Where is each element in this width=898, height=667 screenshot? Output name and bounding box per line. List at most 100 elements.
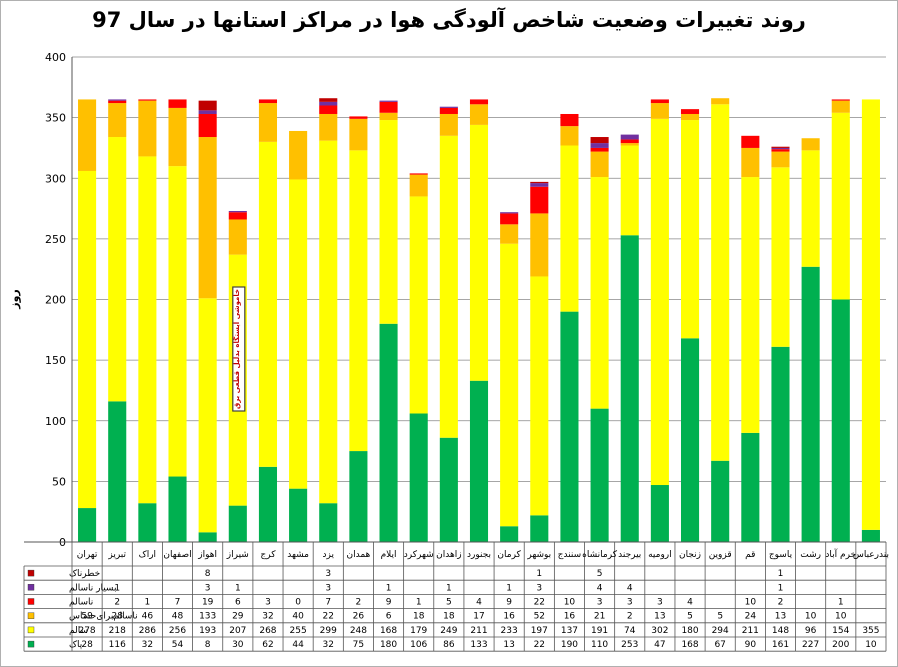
table-cell: 46 bbox=[142, 612, 154, 622]
table-cell: 21 bbox=[594, 612, 605, 622]
table-cell: 2 bbox=[114, 598, 120, 608]
bar-segment bbox=[349, 118, 368, 151]
bar-segment bbox=[319, 140, 338, 504]
bar-segment bbox=[469, 124, 489, 381]
bar-segment bbox=[198, 113, 217, 138]
table-cell: 168 bbox=[380, 626, 397, 636]
table-cell: 161 bbox=[772, 640, 789, 650]
table-cell: 44 bbox=[292, 640, 304, 650]
legend-key bbox=[27, 640, 35, 648]
bar-segment bbox=[500, 213, 519, 225]
bar-segment bbox=[680, 120, 700, 339]
bar-segment bbox=[379, 323, 398, 542]
bar-segment bbox=[530, 276, 549, 516]
annotation-box bbox=[232, 286, 246, 412]
category-label: زنجان bbox=[679, 550, 701, 560]
table-cell: 13 bbox=[503, 640, 514, 650]
table-cell: 3 bbox=[597, 598, 603, 608]
bar-segment bbox=[590, 137, 609, 144]
table-cell: 302 bbox=[651, 626, 668, 636]
bar-segment bbox=[560, 145, 579, 312]
table-cell: 249 bbox=[440, 626, 457, 636]
bar-segment bbox=[198, 137, 217, 299]
chart-title: روند تغییرات وضعیت شاخص آلودگی هوا در مر… bbox=[92, 8, 806, 32]
y-tick-label: 50 bbox=[52, 475, 66, 488]
bar-segment bbox=[861, 529, 880, 542]
bar-segment bbox=[78, 99, 97, 171]
table-cell: 17 bbox=[473, 612, 484, 622]
bar-segment bbox=[439, 437, 458, 542]
table-cell: 299 bbox=[320, 626, 337, 636]
table-cell: 5 bbox=[717, 612, 723, 622]
table-cell: 3 bbox=[627, 598, 633, 608]
bar-segment bbox=[650, 103, 669, 119]
bar-segment bbox=[138, 503, 157, 542]
category-label: بوشهر bbox=[526, 550, 551, 560]
bar-segment bbox=[198, 110, 217, 114]
table-cell: 116 bbox=[109, 640, 126, 650]
bar-segment bbox=[530, 181, 549, 184]
bar-segment bbox=[620, 235, 639, 543]
category-label: ارومیه bbox=[648, 550, 672, 560]
bar-segment bbox=[319, 105, 338, 114]
bar-segment bbox=[138, 156, 157, 504]
y-tick-label: 300 bbox=[45, 172, 66, 185]
table-cell: 179 bbox=[410, 626, 427, 636]
table-cell: 3 bbox=[325, 569, 331, 579]
bar-segment bbox=[349, 451, 368, 542]
table-cell: 211 bbox=[742, 626, 759, 636]
bar-segment bbox=[319, 113, 338, 141]
table-cell: 29 bbox=[232, 612, 244, 622]
table-cell: 16 bbox=[564, 612, 576, 622]
table-cell: 3 bbox=[325, 583, 331, 593]
legend-label: ناسالم bbox=[69, 598, 93, 608]
bar-segment bbox=[289, 130, 308, 180]
table-cell: 110 bbox=[591, 640, 608, 650]
bar-segment bbox=[168, 166, 187, 477]
table-cell: 148 bbox=[772, 626, 789, 636]
bar-segment bbox=[108, 137, 127, 402]
table-cell: 32 bbox=[142, 640, 153, 650]
table-cell: 4 bbox=[476, 598, 482, 608]
table-cell: 2 bbox=[627, 612, 633, 622]
table-cell: 233 bbox=[501, 626, 518, 636]
table-cell: 255 bbox=[290, 626, 307, 636]
bar-segment bbox=[379, 101, 398, 113]
category-label: ایلام bbox=[381, 550, 397, 560]
bar-segment bbox=[469, 104, 489, 125]
bar-segment bbox=[469, 99, 489, 105]
table-cell: 191 bbox=[591, 626, 608, 636]
table-cell: 1 bbox=[235, 583, 241, 593]
table-cell: 6 bbox=[235, 598, 241, 608]
table-cell: 1 bbox=[536, 569, 542, 579]
table-cell: 75 bbox=[353, 640, 364, 650]
bar-segment bbox=[741, 177, 760, 433]
table-cell: 4 bbox=[627, 583, 633, 593]
table-cell: 10 bbox=[865, 640, 877, 650]
table-cell: 355 bbox=[862, 626, 879, 636]
bar-segment bbox=[258, 141, 278, 467]
bar-segment bbox=[78, 170, 97, 509]
table-cell: 3 bbox=[657, 598, 663, 608]
bar-segment bbox=[620, 139, 639, 144]
table-cell: 133 bbox=[199, 612, 216, 622]
category-label: قزوین bbox=[709, 550, 732, 560]
legend-label: خطرناک bbox=[69, 568, 100, 579]
table-cell: 137 bbox=[561, 626, 578, 636]
legend-key bbox=[27, 626, 35, 634]
bar-segment bbox=[831, 299, 850, 542]
table-cell: 1 bbox=[778, 583, 784, 593]
bar-segment bbox=[439, 113, 458, 136]
bar-segment bbox=[530, 183, 549, 187]
table-cell: 67 bbox=[714, 640, 725, 650]
category-label: کرج bbox=[260, 550, 276, 560]
bar-segment bbox=[168, 107, 187, 167]
y-tick-label: 350 bbox=[45, 112, 66, 125]
category-label: بندرعباس bbox=[853, 550, 889, 560]
category-label: تهران bbox=[77, 550, 98, 560]
table-cell: 90 bbox=[745, 640, 757, 650]
bar-segment bbox=[590, 147, 609, 152]
category-label: یاسوج bbox=[769, 550, 793, 560]
bar-segment bbox=[108, 100, 127, 104]
table-cell: 8 bbox=[205, 640, 211, 650]
